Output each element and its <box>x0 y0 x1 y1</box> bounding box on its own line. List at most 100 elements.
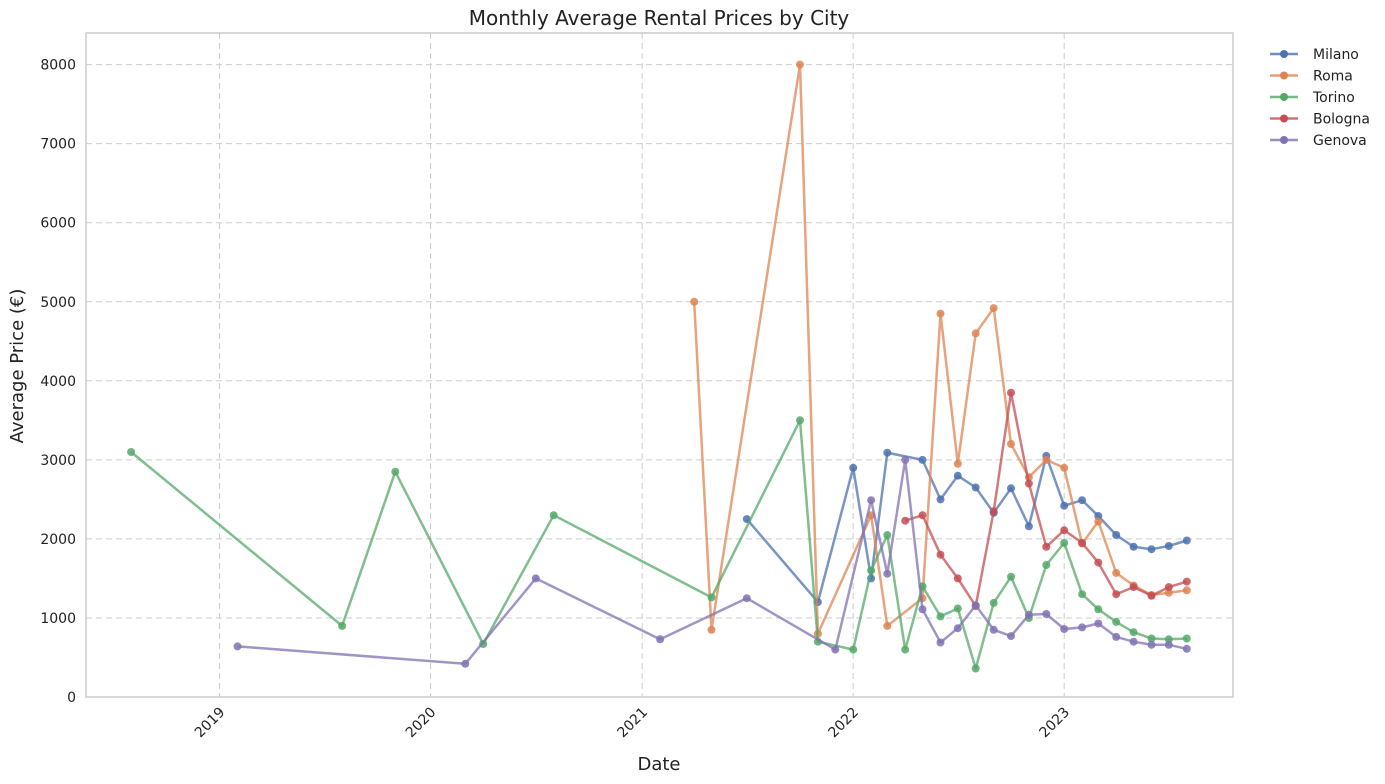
data-point <box>1024 610 1033 619</box>
x-axis-label: Date <box>637 754 680 775</box>
data-point <box>1060 538 1069 547</box>
legend-marker <box>1280 136 1288 144</box>
legend-marker <box>1280 71 1288 80</box>
legend-label: Bologna <box>1313 112 1370 128</box>
data-point <box>936 638 945 647</box>
grid <box>86 33 1233 698</box>
data-point <box>461 659 470 668</box>
data-point <box>1007 484 1015 493</box>
data-point <box>1060 501 1069 510</box>
series-line <box>692 63 1187 636</box>
x-tick-label: 2022 <box>825 705 862 742</box>
y-tick-label: 7000 <box>40 137 76 153</box>
data-point <box>953 459 962 468</box>
data-point <box>936 495 945 504</box>
data-point <box>1182 644 1191 653</box>
data-point <box>1060 625 1069 633</box>
series-lines <box>127 60 1191 673</box>
legend-marker <box>1280 93 1288 101</box>
series-genova <box>233 455 1191 668</box>
data-point <box>1060 526 1069 535</box>
data-point <box>953 604 962 613</box>
data-point <box>1007 632 1015 641</box>
data-point <box>1042 561 1051 569</box>
y-tick-label: 5000 <box>40 295 76 311</box>
data-point <box>1078 496 1087 505</box>
data-point <box>901 455 910 464</box>
x-tick-label: 2023 <box>1037 705 1074 742</box>
data-point <box>989 304 998 313</box>
data-point <box>1094 558 1103 567</box>
data-point <box>849 645 858 654</box>
data-point <box>883 569 892 578</box>
data-point <box>1024 522 1033 531</box>
legend-marker <box>1280 50 1288 58</box>
data-point <box>1042 610 1051 618</box>
data-point <box>918 511 927 520</box>
data-point <box>918 605 927 614</box>
data-point <box>1182 634 1191 643</box>
data-point <box>1129 583 1138 592</box>
y-tick-label: 6000 <box>40 216 76 232</box>
data-point <box>989 507 998 516</box>
data-point <box>1094 605 1103 614</box>
data-point <box>1078 538 1087 547</box>
data-point <box>1164 640 1173 649</box>
y-tick-label: 0 <box>67 690 76 706</box>
data-point <box>1024 479 1033 488</box>
data-point <box>1147 545 1156 554</box>
data-point <box>1094 517 1103 526</box>
data-point <box>1094 512 1103 520</box>
y-axis-label: Average Price (€) <box>7 289 28 444</box>
data-point <box>901 645 910 654</box>
data-point <box>831 645 840 654</box>
data-point <box>656 635 665 644</box>
data-point <box>707 593 716 602</box>
data-point <box>989 625 998 634</box>
data-point <box>1094 619 1103 628</box>
data-point <box>1042 455 1051 464</box>
data-point <box>1182 577 1191 586</box>
data-point <box>936 612 945 621</box>
data-point <box>1042 542 1051 551</box>
data-point <box>1164 583 1173 592</box>
y-tick-label: 3000 <box>40 453 76 469</box>
data-point <box>742 594 751 603</box>
data-point <box>883 621 892 630</box>
data-point <box>1164 588 1173 597</box>
data-point <box>1007 440 1015 448</box>
data-point <box>867 496 876 505</box>
legend-label: Roma <box>1313 69 1353 85</box>
data-point <box>918 455 927 464</box>
data-point <box>1007 388 1015 397</box>
data-point <box>883 531 892 539</box>
data-point <box>1112 590 1121 599</box>
x-tick-label: 2019 <box>192 705 229 742</box>
legend-marker <box>1280 114 1288 123</box>
data-point <box>1129 542 1138 551</box>
data-point <box>1078 590 1087 599</box>
data-point <box>796 60 804 69</box>
data-point <box>953 471 962 480</box>
data-point <box>1147 640 1156 649</box>
data-point <box>531 574 540 583</box>
data-point <box>796 416 804 425</box>
data-point <box>971 664 980 673</box>
data-point <box>1007 572 1015 581</box>
data-point <box>867 566 876 575</box>
data-point <box>1147 634 1156 643</box>
data-point <box>1112 632 1121 641</box>
data-point <box>971 483 980 492</box>
data-point <box>1112 568 1121 577</box>
data-point <box>1129 637 1138 646</box>
data-point <box>1164 542 1173 550</box>
data-point <box>901 516 910 525</box>
y-tick-label: 8000 <box>40 58 76 74</box>
series-milano <box>742 448 1191 607</box>
data-point <box>1182 586 1191 595</box>
data-point <box>1060 463 1069 472</box>
data-point <box>1182 536 1191 545</box>
data-point <box>953 574 962 583</box>
chart-title: Monthly Average Rental Prices by City <box>469 6 850 30</box>
